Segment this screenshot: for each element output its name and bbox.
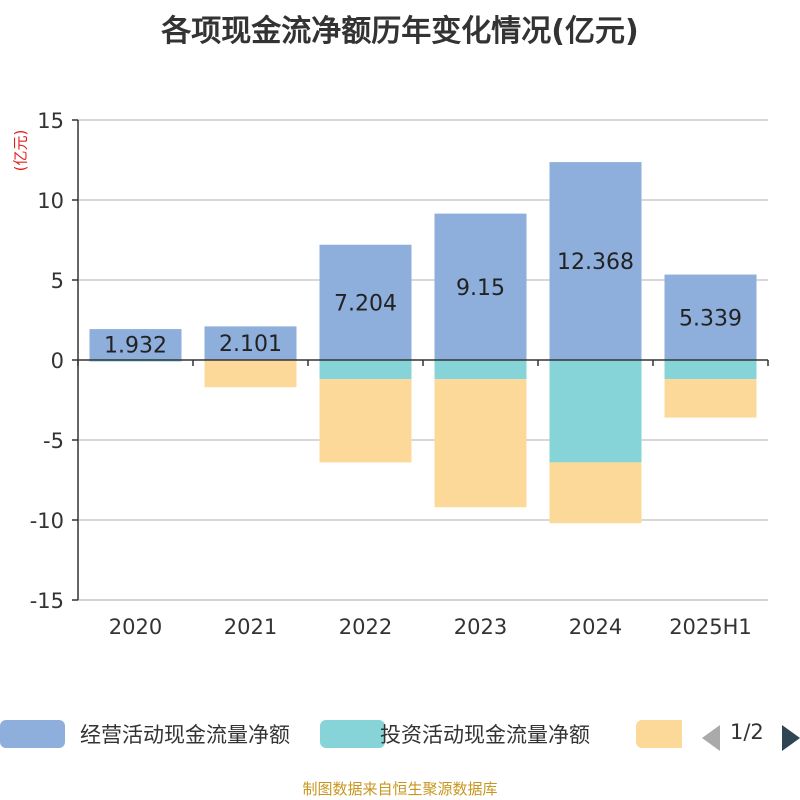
axes: 15 10 5 0 -5 -10 -15 2020 2021 2022 2023 2024 2025H1: [30, 109, 769, 639]
bar-series-1-2022[interactable]: [319, 360, 412, 380]
bar-value-label: 1.932: [104, 334, 167, 359]
next-page-icon[interactable]: [782, 725, 800, 751]
x-tick-label: 2022: [339, 615, 392, 639]
x-tick-label: 2021: [224, 615, 277, 639]
bar-value-label: 5.339: [679, 306, 742, 331]
legend: 经营活动现金流量净额 投资活动现金流量净额 1/2: [0, 715, 800, 755]
data-source-note: 制图数据来自恒生聚源数据库: [302, 780, 498, 798]
legend-page-indicator: 1/2: [730, 720, 764, 744]
x-tick-label: 2025H1: [669, 615, 752, 639]
y-tick-label: -15: [30, 589, 64, 613]
bar-series-2-2022[interactable]: [319, 379, 412, 463]
bar-value-label: 9.15: [456, 276, 505, 301]
bar-series-0-2022[interactable]: [319, 244, 412, 360]
bar-value-label: 7.204: [334, 291, 397, 316]
legend-swatch-financing: [636, 720, 682, 748]
legend-swatch-investing: [320, 720, 385, 748]
legend-pager: 1/2: [700, 719, 800, 753]
bar-value-label: 12.368: [557, 250, 634, 275]
bar-series-2-2023[interactable]: [434, 379, 527, 508]
legend-label-operating: 经营活动现金流量净额: [80, 723, 290, 747]
bar-series-2-2021[interactable]: [204, 360, 297, 388]
bar-series-2-2025H1[interactable]: [664, 379, 757, 418]
bar-series-1-2023[interactable]: [434, 360, 527, 380]
x-tick-label: 2024: [569, 615, 622, 639]
bar-chart: 15 10 5 0 -5 -10 -15 2020 2021 2022 2023 2024 2025H1…: [30, 109, 769, 639]
bar-series-0-2023[interactable]: [434, 213, 527, 360]
bars: [89, 162, 757, 524]
bar-series-2-2024[interactable]: [549, 462, 642, 524]
bar-series-1-2025H1[interactable]: [664, 360, 757, 380]
bar-series-0-2025H1[interactable]: [664, 274, 757, 360]
x-tick-label: 2023: [454, 615, 507, 639]
data-labels: 1.932 2.101 7.204 9.15 12.368 5.339: [104, 250, 742, 358]
bar-series-0-2020[interactable]: [89, 329, 182, 360]
y-tick-label: 15: [37, 109, 64, 133]
x-tick-label: 2020: [109, 615, 162, 639]
grid-lines: [78, 119, 768, 601]
y-tick-label: -5: [43, 429, 64, 453]
legend-swatch-operating: [0, 720, 65, 748]
bar-series-0-2021[interactable]: [204, 326, 297, 360]
y-tick-label: 10: [37, 189, 64, 213]
bar-series-1-2020[interactable]: [89, 360, 182, 362]
bar-series-1-2024[interactable]: [549, 360, 642, 463]
bar-value-label: 2.101: [219, 332, 282, 357]
y-tick-label: 0: [51, 349, 64, 373]
y-tick-label: -10: [30, 509, 64, 533]
bar-series-0-2024[interactable]: [549, 162, 642, 360]
legend-label-investing: 投资活动现金流量净额: [380, 723, 590, 747]
chart-title: 各项现金流净额历年变化情况(亿元): [161, 14, 639, 49]
prev-page-icon[interactable]: [702, 725, 720, 751]
y-tick-label: 5: [51, 269, 64, 293]
